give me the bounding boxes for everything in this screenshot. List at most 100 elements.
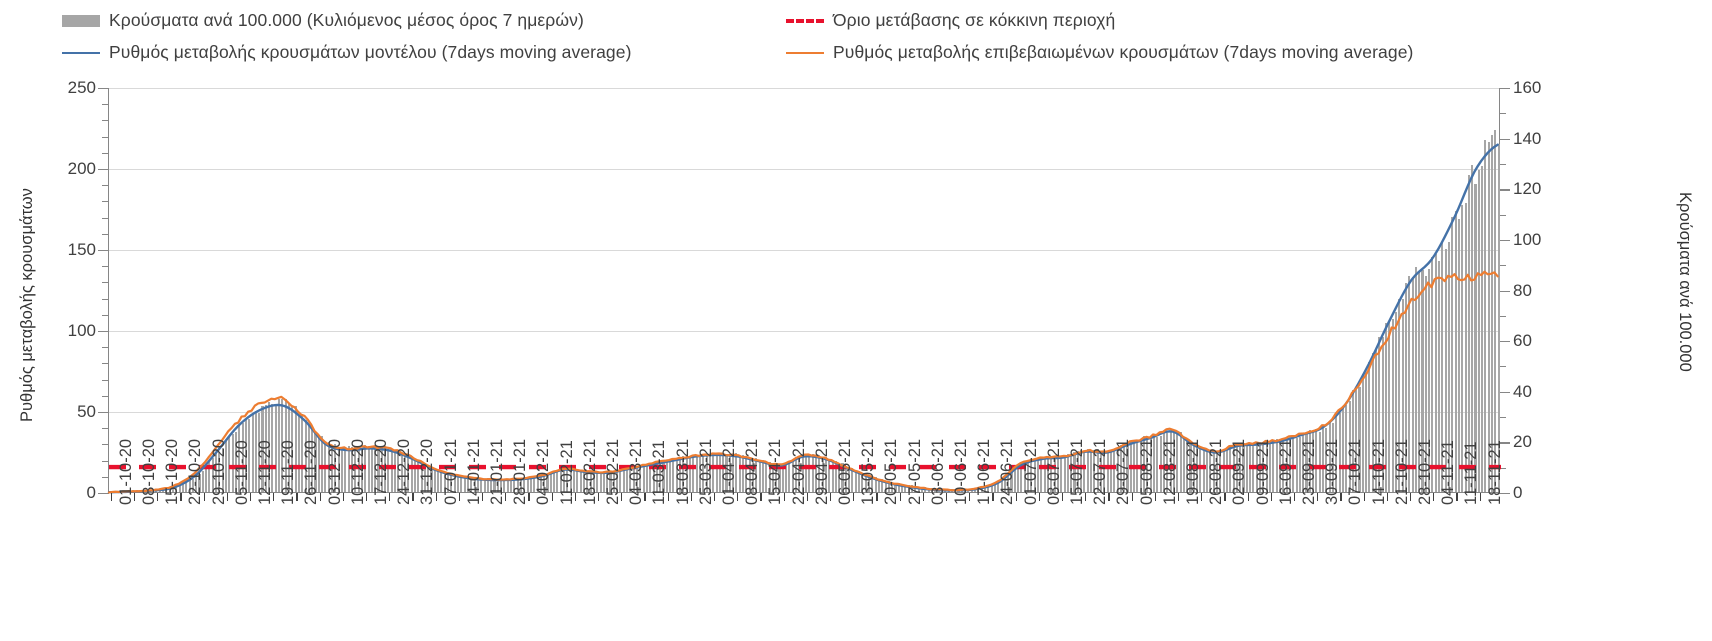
- gridline: [109, 331, 1499, 332]
- x-axis-tick: [737, 493, 739, 501]
- bar: [609, 472, 612, 492]
- bar: [370, 446, 373, 492]
- bar: [291, 405, 294, 492]
- bar: [814, 457, 817, 492]
- bar: [234, 432, 237, 492]
- x-axis-tick: [1108, 493, 1110, 501]
- bar: [781, 463, 784, 492]
- x-axis-tick-label: 14-10-21: [1369, 438, 1388, 505]
- x-axis-tick-label: 17-12-20: [371, 438, 390, 505]
- x-axis-tick-label: 24-12-20: [395, 438, 414, 505]
- bar: [642, 465, 645, 492]
- bar: [1331, 422, 1335, 492]
- y-axis-left-minor-tick: [102, 136, 109, 138]
- bar: [1027, 461, 1030, 492]
- bar: [632, 468, 635, 492]
- bar: [1172, 429, 1175, 492]
- plot-canvas[interactable]: [98, 88, 1510, 495]
- bar: [649, 463, 652, 492]
- bar: [268, 402, 271, 492]
- bar: [195, 476, 198, 492]
- x-axis-tick-label: 11-02-21: [557, 440, 576, 505]
- bar: [599, 473, 602, 492]
- bar: [718, 454, 721, 492]
- bar: [616, 472, 619, 492]
- y-axis-left-major-tick: [98, 493, 109, 495]
- y-axis-left-minor-tick: [102, 104, 109, 106]
- bar: [877, 478, 880, 492]
- bar: [1355, 388, 1358, 492]
- plot-area-wrapper: Ρυθμός μεταβολής κρουσμάτων Κρούσματα αν…: [0, 72, 1712, 641]
- bar: [354, 446, 357, 492]
- bar: [1086, 449, 1089, 492]
- bar: [241, 423, 244, 492]
- y-axis-left-minor-tick: [102, 217, 109, 219]
- bar: [374, 444, 377, 492]
- bar: [198, 474, 201, 492]
- bar: [1368, 362, 1371, 492]
- y-axis-left-tick-label: 250: [67, 78, 96, 97]
- bar: [360, 447, 363, 492]
- bar: [1229, 446, 1232, 492]
- bar: [337, 446, 340, 492]
- bar: [831, 459, 834, 492]
- bar: [1371, 352, 1374, 492]
- bar: [738, 456, 741, 492]
- y-axis-left-minor-tick: [102, 395, 109, 397]
- bar: [1146, 439, 1149, 492]
- x-axis-tick: [1061, 493, 1064, 501]
- y-axis-left-title: Ρυθμός μεταβολής κρουσμάτων: [18, 188, 36, 422]
- bar: [887, 481, 890, 492]
- bar: [722, 453, 725, 492]
- x-axis-tick-label: 19-08-21: [1183, 438, 1202, 505]
- x-axis-tick-label: 03-12-20: [325, 438, 344, 505]
- bar: [191, 479, 194, 492]
- x-axis-tick: [505, 493, 507, 501]
- bar: [423, 465, 426, 492]
- y-axis-right-minor-tick: [1499, 163, 1506, 165]
- bar: [1434, 253, 1437, 492]
- bar: [1103, 450, 1106, 492]
- bar: [626, 469, 629, 492]
- bar: [589, 471, 592, 492]
- y-axis-left-minor-tick: [102, 201, 109, 203]
- x-axis-tick: [597, 493, 600, 501]
- x-axis-tick-label: 07-01-21: [441, 438, 460, 505]
- y-axis-right-minor-tick: [1499, 315, 1506, 317]
- x-axis-tick-label: 31-12-20: [418, 438, 437, 505]
- x-axis-tick-label: 21-01-21: [487, 438, 506, 505]
- y-axis-left-tick-label: 50: [77, 402, 96, 421]
- x-axis-tick: [226, 493, 228, 501]
- x-axis-tick: [389, 493, 391, 501]
- legend-item-threshold[interactable]: Όριο μετάβασης σε κόκκινη περιοχή: [786, 10, 1115, 31]
- legend-item-model-rate[interactable]: Ρυθμός μεταβολής κρουσμάτων μοντέλου (7d…: [62, 42, 632, 63]
- bar: [1421, 269, 1424, 492]
- bar: [1000, 480, 1003, 492]
- bar: [1391, 318, 1394, 492]
- bar: [553, 472, 556, 492]
- bar: [692, 456, 695, 492]
- bar: [427, 465, 430, 492]
- y-axis-left-minor-tick: [102, 314, 109, 316]
- line-swatch-orange-icon: [786, 51, 824, 54]
- bar: [314, 432, 317, 492]
- bar: [1292, 436, 1295, 492]
- bar: [470, 478, 473, 492]
- x-axis: 01-10-20 08-10-20 15-10-20 22-10-20 29-10-20…: [108, 439, 1504, 641]
- bar: [1447, 241, 1451, 492]
- bar: [1418, 270, 1421, 492]
- legend-item-cases-bars[interactable]: Κρούσματα ανά 100.000 (Κυλιόμενος μέσος …: [62, 10, 584, 31]
- bar: [1037, 458, 1040, 492]
- bar: [682, 455, 685, 492]
- bar: [1361, 374, 1364, 492]
- bar: [755, 457, 758, 492]
- bar: [225, 440, 228, 492]
- bar: [1328, 420, 1331, 492]
- bar: [171, 486, 175, 492]
- x-axis-tick: [1270, 493, 1272, 501]
- bar: [526, 477, 529, 492]
- x-axis-tick: [1224, 493, 1226, 501]
- legend-item-confirmed-rate[interactable]: Ρυθμός μεταβολής επιβεβαιωμένων κρουσμάτ…: [786, 42, 1413, 63]
- bar: [443, 471, 446, 492]
- bar: [185, 482, 188, 492]
